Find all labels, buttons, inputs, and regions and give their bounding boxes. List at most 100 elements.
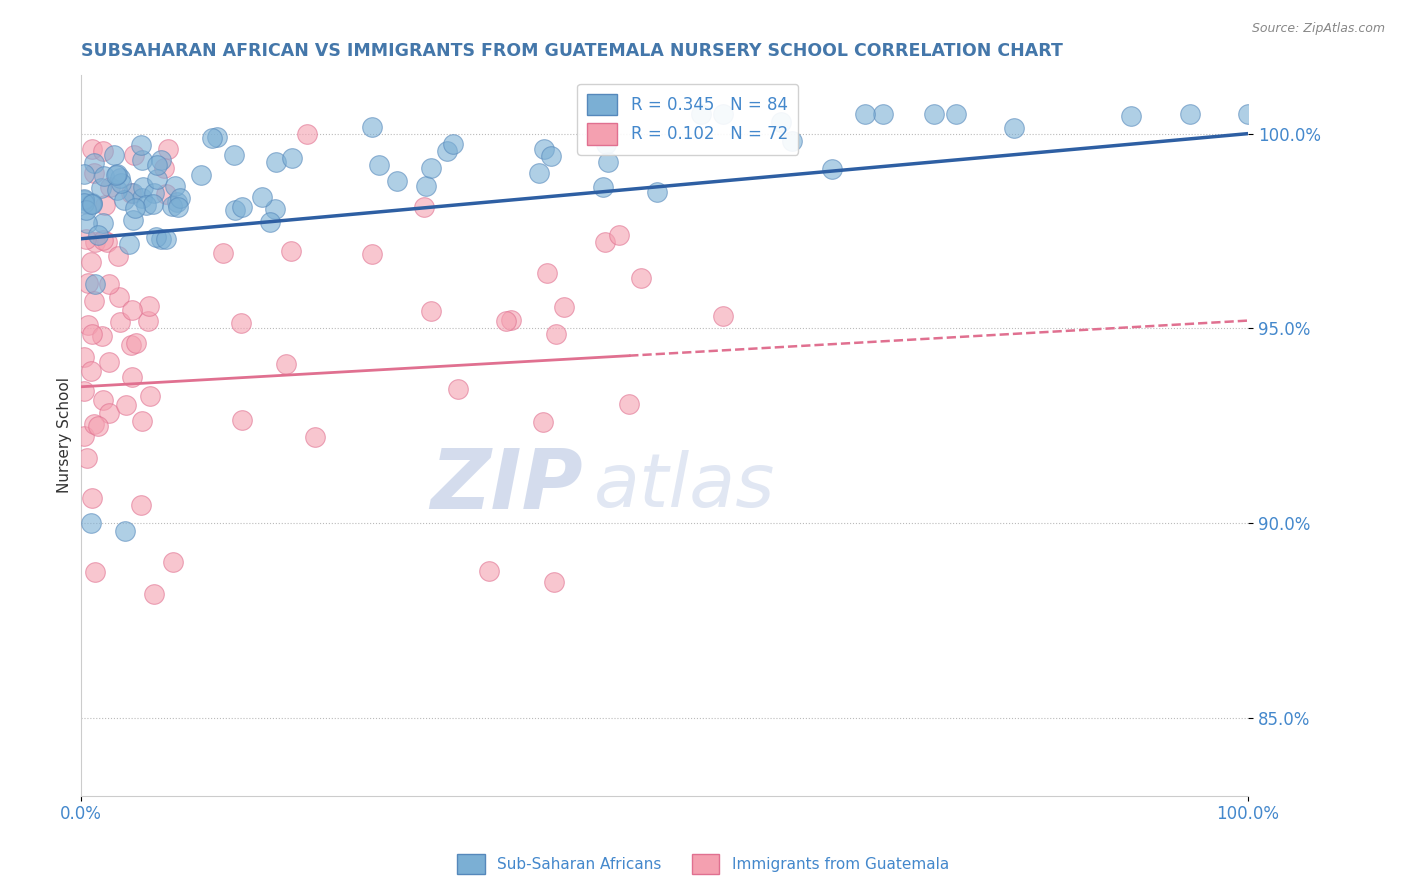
Sub-Saharan Africans	[118, 237, 141, 252]
Sub-Saharan Africans	[80, 197, 103, 211]
Immigrants from Guatemala	[129, 499, 152, 513]
Sub-Saharan Africans	[1004, 121, 1026, 136]
Immigrants from Guatemala	[91, 329, 114, 343]
Immigrants from Guatemala	[120, 186, 142, 201]
Immigrants from Guatemala	[630, 271, 652, 285]
Sub-Saharan Africans	[205, 129, 228, 144]
Sub-Saharan Africans	[110, 176, 132, 190]
Sub-Saharan Africans	[853, 107, 876, 121]
Sub-Saharan Africans	[368, 158, 391, 172]
Immigrants from Guatemala	[76, 232, 98, 246]
Immigrants from Guatemala	[607, 227, 630, 242]
Immigrants from Guatemala	[79, 364, 101, 378]
Sub-Saharan Africans	[166, 201, 188, 215]
Immigrants from Guatemala	[143, 587, 166, 601]
Sub-Saharan Africans	[821, 162, 844, 177]
Sub-Saharan Africans	[595, 137, 617, 152]
Sub-Saharan Africans	[135, 198, 157, 212]
Sub-Saharan Africans	[142, 197, 165, 211]
Sub-Saharan Africans	[146, 172, 169, 186]
Sub-Saharan Africans	[129, 137, 152, 152]
Sub-Saharan Africans	[105, 183, 128, 197]
Immigrants from Guatemala	[73, 384, 96, 398]
Sub-Saharan Africans	[540, 148, 562, 162]
Sub-Saharan Africans	[87, 227, 110, 242]
Immigrants from Guatemala	[91, 145, 114, 159]
Immigrants from Guatemala	[501, 313, 523, 327]
Sub-Saharan Africans	[91, 216, 114, 230]
Immigrants from Guatemala	[125, 335, 148, 350]
Sub-Saharan Africans	[93, 169, 115, 183]
Immigrants from Guatemala	[76, 450, 98, 465]
Immigrants from Guatemala	[115, 398, 138, 412]
Sub-Saharan Africans	[131, 191, 153, 205]
Immigrants from Guatemala	[139, 389, 162, 403]
Immigrants from Guatemala	[495, 314, 517, 328]
Sub-Saharan Africans	[419, 161, 441, 175]
Sub-Saharan Africans	[259, 215, 281, 229]
Immigrants from Guatemala	[157, 143, 180, 157]
Immigrants from Guatemala	[73, 351, 96, 365]
Legend: Sub-Saharan Africans, Immigrants from Guatemala: Sub-Saharan Africans, Immigrants from Gu…	[451, 848, 955, 880]
Immigrants from Guatemala	[553, 300, 575, 314]
Immigrants from Guatemala	[84, 566, 107, 580]
Sub-Saharan Africans	[527, 166, 550, 180]
Immigrants from Guatemala	[361, 246, 384, 260]
Sub-Saharan Africans	[145, 229, 167, 244]
Immigrants from Guatemala	[82, 143, 104, 157]
Sub-Saharan Africans	[711, 107, 734, 121]
Sub-Saharan Africans	[122, 186, 145, 200]
Sub-Saharan Africans	[73, 194, 96, 208]
Immigrants from Guatemala	[131, 414, 153, 428]
Immigrants from Guatemala	[412, 201, 434, 215]
Sub-Saharan Africans	[155, 232, 177, 246]
Sub-Saharan Africans	[169, 191, 191, 205]
Sub-Saharan Africans	[1237, 107, 1260, 121]
Sub-Saharan Africans	[281, 152, 304, 166]
Sub-Saharan Africans	[160, 198, 183, 212]
Text: ZIP: ZIP	[430, 445, 582, 526]
Sub-Saharan Africans	[103, 148, 125, 162]
Immigrants from Guatemala	[77, 276, 100, 290]
Sub-Saharan Africans	[75, 203, 97, 218]
Immigrants from Guatemala	[98, 277, 121, 291]
Immigrants from Guatemala	[98, 180, 121, 194]
Text: Source: ZipAtlas.com: Source: ZipAtlas.com	[1251, 22, 1385, 36]
Sub-Saharan Africans	[76, 216, 98, 230]
Immigrants from Guatemala	[155, 186, 177, 201]
Sub-Saharan Africans	[592, 179, 614, 194]
Immigrants from Guatemala	[478, 565, 501, 579]
Sub-Saharan Africans	[84, 277, 107, 291]
Immigrants from Guatemala	[107, 249, 129, 263]
Sub-Saharan Africans	[82, 196, 104, 211]
Immigrants from Guatemala	[274, 357, 297, 371]
Sub-Saharan Africans	[73, 193, 96, 207]
Sub-Saharan Africans	[264, 202, 287, 216]
Legend: R = 0.345   N = 84, R = 0.102   N = 72: R = 0.345 N = 84, R = 0.102 N = 72	[578, 84, 797, 154]
Sub-Saharan Africans	[436, 145, 458, 159]
Sub-Saharan Africans	[80, 197, 103, 211]
Immigrants from Guatemala	[536, 266, 558, 280]
Sub-Saharan Africans	[73, 195, 96, 210]
Immigrants from Guatemala	[229, 317, 252, 331]
Sub-Saharan Africans	[533, 142, 555, 156]
Y-axis label: Nursery School: Nursery School	[58, 377, 72, 493]
Sub-Saharan Africans	[80, 516, 103, 530]
Sub-Saharan Africans	[149, 153, 172, 167]
Immigrants from Guatemala	[231, 413, 253, 427]
Immigrants from Guatemala	[98, 354, 121, 368]
Immigrants from Guatemala	[91, 233, 114, 247]
Text: atlas: atlas	[595, 450, 776, 522]
Sub-Saharan Africans	[190, 168, 212, 182]
Sub-Saharan Africans	[105, 168, 128, 182]
Sub-Saharan Africans	[1121, 109, 1143, 123]
Immigrants from Guatemala	[153, 161, 176, 175]
Immigrants from Guatemala	[531, 416, 554, 430]
Sub-Saharan Africans	[224, 202, 246, 217]
Immigrants from Guatemala	[96, 235, 118, 249]
Immigrants from Guatemala	[108, 315, 131, 329]
Immigrants from Guatemala	[138, 299, 160, 313]
Sub-Saharan Africans	[105, 167, 128, 181]
Sub-Saharan Africans	[163, 179, 186, 194]
Immigrants from Guatemala	[419, 304, 441, 318]
